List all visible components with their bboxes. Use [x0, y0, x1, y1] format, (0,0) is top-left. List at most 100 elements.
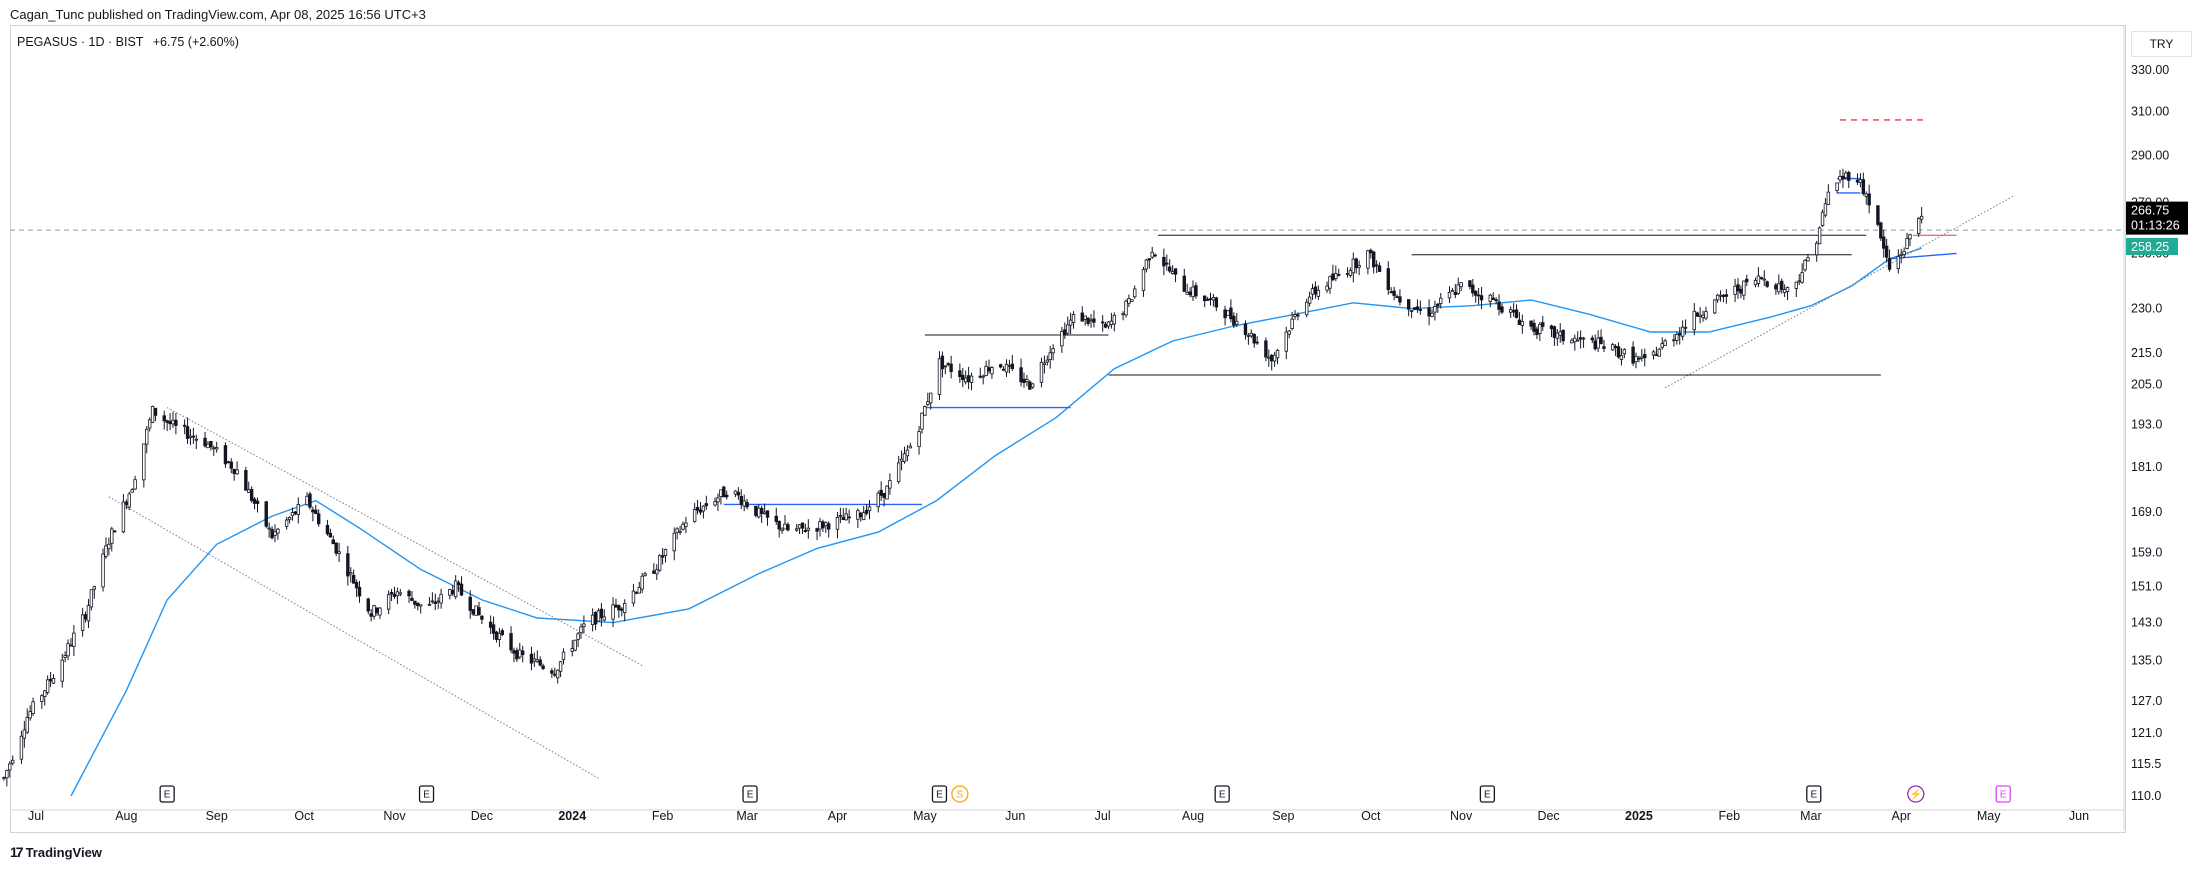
- candle-body: [1745, 278, 1749, 283]
- candle: [311, 506, 315, 522]
- candle-body: [214, 447, 219, 450]
- candle-body: [316, 513, 321, 525]
- candle-body: [1051, 348, 1055, 354]
- candle: [1272, 351, 1277, 367]
- candle: [337, 542, 341, 562]
- event-marker-earnings[interactable]: E: [1806, 785, 1822, 803]
- candle: [392, 586, 397, 599]
- candle-body: [1753, 280, 1758, 286]
- candle-body: [806, 527, 811, 531]
- candle: [1698, 307, 1702, 324]
- event-marker-earnings[interactable]: E: [1479, 785, 1496, 803]
- candle: [1377, 262, 1382, 272]
- candle: [969, 372, 974, 391]
- candle: [28, 705, 32, 721]
- candle: [1532, 319, 1536, 336]
- candle: [1229, 299, 1233, 323]
- candle-body: [920, 412, 924, 430]
- candle: [1267, 349, 1271, 367]
- candle: [89, 589, 94, 611]
- event-marker-earnings[interactable]: E: [1214, 785, 1230, 803]
- candle-body: [1782, 289, 1787, 293]
- candle-body: [1080, 312, 1084, 322]
- candle-body: [145, 428, 149, 445]
- candle-body: [634, 591, 639, 594]
- candle-body: [1879, 222, 1883, 239]
- candle-body: [121, 501, 126, 533]
- currency-button[interactable]: TRY: [2131, 31, 2192, 57]
- candle-body: [1581, 337, 1586, 340]
- candle-body: [762, 511, 767, 515]
- candle-body: [255, 500, 260, 504]
- event-marker-earnings[interactable]: E: [742, 785, 758, 803]
- chart-frame[interactable]: [10, 25, 2126, 833]
- candle: [1144, 258, 1149, 273]
- candle-body: [456, 582, 461, 586]
- candle-body: [1858, 179, 1863, 183]
- candle: [1573, 334, 1577, 351]
- tradingview-logo[interactable]: 17 TradingView: [10, 844, 102, 860]
- candle-body: [1001, 368, 1006, 371]
- price-tick-label: 193.0: [2131, 417, 2162, 431]
- candle: [267, 522, 271, 538]
- candle: [937, 351, 942, 401]
- event-marker-split[interactable]: ⚡: [1907, 785, 1925, 803]
- candle-body: [611, 604, 615, 620]
- candle: [1678, 327, 1682, 345]
- candle: [1759, 276, 1764, 280]
- candle: [611, 597, 615, 628]
- candle-body: [1471, 284, 1475, 294]
- candle: [110, 526, 114, 552]
- event-marker-earnings[interactable]: E: [931, 785, 948, 803]
- event-marker-dividend[interactable]: S: [951, 785, 969, 803]
- candle: [1765, 280, 1769, 288]
- candle-body: [1433, 305, 1437, 313]
- candle-body: [1701, 314, 1705, 318]
- candle-body: [1066, 324, 1070, 334]
- candle-body: [1127, 298, 1131, 304]
- candle: [1695, 311, 1699, 317]
- candle: [1357, 260, 1361, 276]
- candle: [838, 507, 843, 524]
- event-marker-earnings[interactable]: E: [159, 785, 175, 803]
- candle-body: [1089, 319, 1093, 322]
- candle-body: [480, 615, 484, 620]
- candle-body: [1520, 320, 1525, 326]
- candle-body: [25, 717, 29, 733]
- candle: [410, 591, 414, 602]
- candle: [1109, 312, 1114, 329]
- candle: [821, 519, 825, 533]
- candle: [602, 609, 607, 622]
- event-marker-earnings[interactable]: E: [418, 785, 435, 803]
- candle-body: [1325, 285, 1329, 291]
- candle-body: [80, 614, 85, 631]
- candle-body: [1019, 367, 1023, 383]
- candle: [1558, 323, 1562, 343]
- symbol-legend[interactable]: PEGASUS · 1D · BIST +6.75 (+2.60%): [17, 35, 239, 49]
- candle: [815, 527, 819, 541]
- time-scale[interactable]: Jul Aug Sep Oct Nov Dec 2024 Feb Mar Apr May Jun Jul…: [10, 809, 2124, 823]
- candle: [80, 607, 85, 637]
- candle: [1823, 198, 1828, 218]
- candle-body: [643, 573, 647, 576]
- event-marker-earnings-future[interactable]: E: [1995, 785, 2011, 803]
- candle: [879, 481, 883, 501]
- candle: [232, 468, 236, 481]
- price-scale[interactable]: 110.0 115.5 121.0 127.0 135.0 143.0 151.0 159.0…: [2123, 26, 2169, 831]
- candle-body: [1337, 274, 1341, 276]
- candles-layer: [2, 168, 1924, 787]
- candle: [1718, 290, 1723, 302]
- candle: [1841, 168, 1845, 188]
- candle-body: [736, 491, 741, 496]
- candle: [191, 427, 196, 444]
- candle: [1022, 372, 1026, 388]
- candle: [1130, 299, 1134, 302]
- candle: [378, 607, 382, 620]
- candle: [1634, 352, 1638, 369]
- candle: [1835, 182, 1839, 194]
- candle-body: [861, 512, 866, 521]
- candle: [252, 496, 257, 510]
- candle-body: [1800, 272, 1804, 283]
- candle: [188, 429, 193, 446]
